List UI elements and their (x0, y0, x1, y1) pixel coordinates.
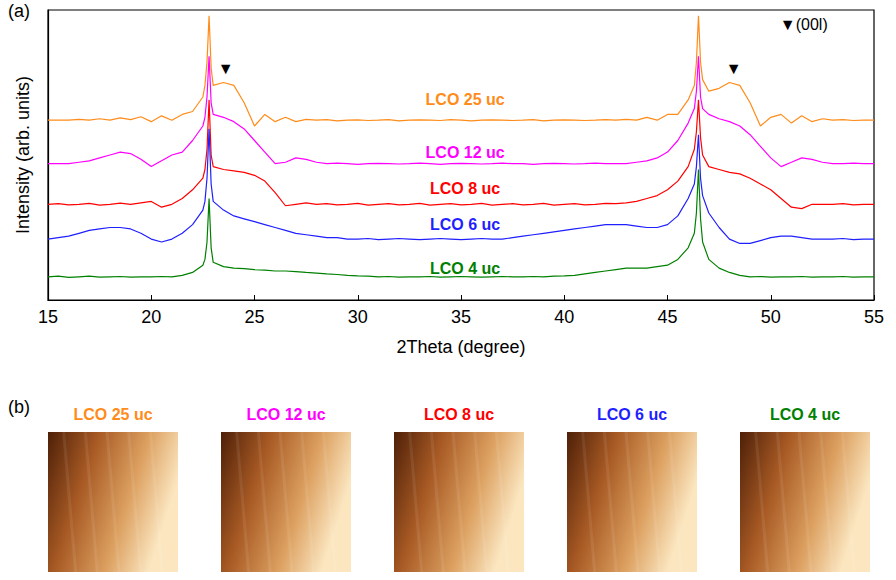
svg-text:LCO 4 uc: LCO 4 uc (430, 260, 500, 277)
svg-text:LCO 4 uc: LCO 4 uc (770, 406, 840, 423)
svg-text:LCO 25 uc: LCO 25 uc (73, 406, 152, 423)
svg-text:LCO 25 uc: LCO 25 uc (426, 91, 505, 108)
svg-text:15: 15 (38, 307, 58, 327)
svg-text:LCO 8 uc: LCO 8 uc (430, 180, 500, 197)
svg-text:LCO 6 uc: LCO 6 uc (430, 216, 500, 233)
svg-text:LCO 12 uc: LCO 12 uc (246, 406, 325, 423)
svg-text:2Theta (degree): 2Theta (degree) (396, 337, 525, 357)
svg-text:▼: ▼ (218, 60, 234, 77)
svg-text:(a): (a) (8, 1, 30, 21)
svg-text:55: 55 (864, 307, 884, 327)
svg-text:20: 20 (141, 307, 161, 327)
svg-text:25: 25 (244, 307, 264, 327)
svg-text:35: 35 (451, 307, 471, 327)
svg-text:30: 30 (348, 307, 368, 327)
svg-text:LCO 12 uc: LCO 12 uc (426, 144, 505, 161)
svg-text:Intensity (arb. units): Intensity (arb. units) (13, 76, 33, 234)
svg-text:LCO 6 uc: LCO 6 uc (597, 406, 667, 423)
svg-text:50: 50 (761, 307, 781, 327)
svg-text:45: 45 (657, 307, 677, 327)
svg-text:▼: ▼ (726, 60, 742, 77)
svg-text:LCO 8 uc: LCO 8 uc (424, 406, 494, 423)
svg-text:(b): (b) (8, 397, 30, 417)
svg-text:40: 40 (554, 307, 574, 327)
svg-text:▼(00l): ▼(00l) (780, 16, 828, 33)
